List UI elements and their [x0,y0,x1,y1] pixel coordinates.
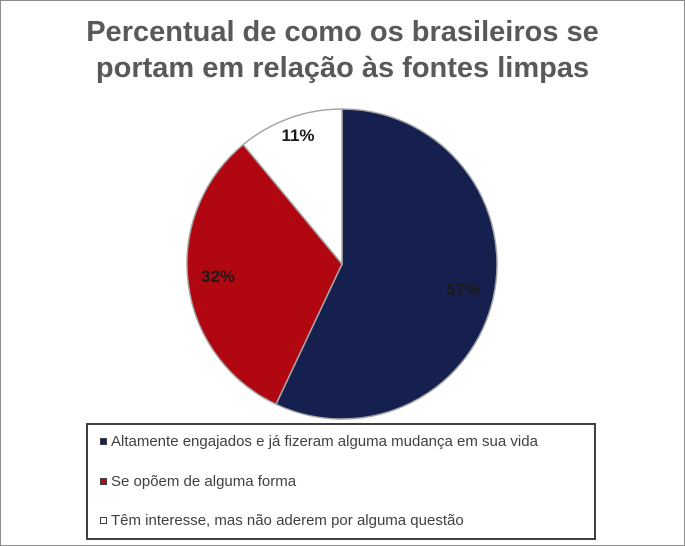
pie-slice-opoem [186,143,343,406]
chart-title-line-1: Percentual de como os brasileiros se [86,16,599,48]
chart-title: Percentual de como os brasileiros se por… [0,14,685,86]
pie-slice-interesse [242,108,343,267]
data-label-engajados: 57% [446,280,480,299]
legend-item-interesse: Têm interesse, mas não aderem por alguma… [100,512,464,529]
pie-slice-engajados [275,108,498,420]
legend-label-opoem: Se opõem de alguma forma [111,473,297,490]
chart-legend: Altamente engajados e já fizeram alguma … [86,423,596,540]
legend-label-interesse: Têm interesse, mas não aderem por alguma… [111,512,464,529]
legend-swatch-opoem [100,478,107,485]
legend-swatch-interesse [100,517,107,524]
legend-swatch-engajados [100,438,107,445]
data-label-interesse: 11% [281,126,314,145]
legend-item-opoem: Se opõem de alguma forma [100,473,296,490]
legend-label-engajados: Altamente engajados e já fizeram alguma … [111,433,538,450]
legend-item-engajados: Altamente engajados e já fizeram alguma … [100,433,538,450]
data-label-opoem: 32% [201,267,235,286]
chart-title-line-2: portam em relação às fontes limpas [95,52,590,84]
